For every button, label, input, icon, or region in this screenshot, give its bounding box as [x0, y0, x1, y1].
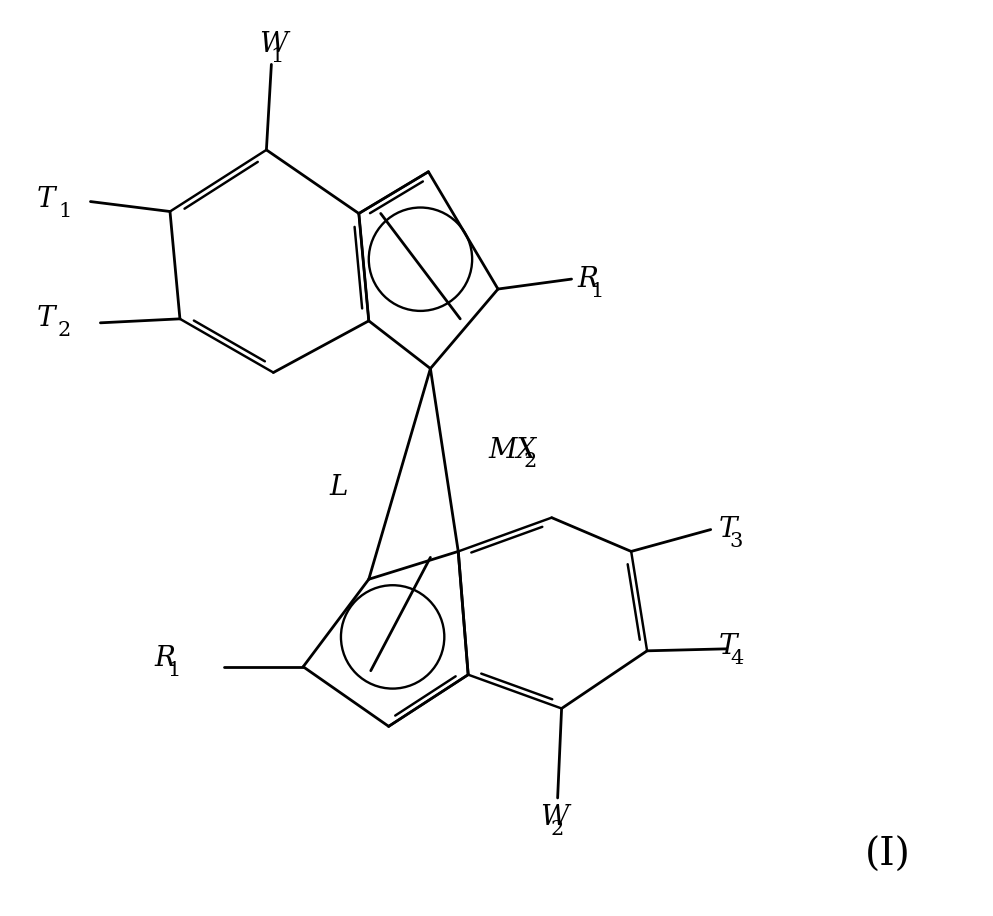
Text: 2: 2 [551, 820, 564, 839]
Text: (I): (I) [865, 837, 911, 874]
Text: W: W [540, 804, 568, 832]
Text: L: L [330, 474, 349, 501]
Text: 2: 2 [523, 453, 536, 472]
Text: W: W [259, 31, 288, 58]
Text: 1: 1 [167, 661, 181, 681]
Text: 1: 1 [271, 47, 284, 66]
Text: T: T [719, 516, 737, 543]
Text: 4: 4 [730, 649, 743, 669]
Text: MX: MX [488, 437, 536, 463]
Text: R: R [578, 266, 599, 292]
Text: T: T [719, 633, 737, 660]
Text: T: T [36, 305, 55, 333]
Text: T: T [36, 186, 55, 213]
Text: R: R [154, 645, 175, 672]
Text: 1: 1 [591, 281, 604, 300]
Text: 3: 3 [730, 532, 743, 551]
Text: 2: 2 [58, 322, 71, 340]
Text: 1: 1 [58, 202, 71, 221]
